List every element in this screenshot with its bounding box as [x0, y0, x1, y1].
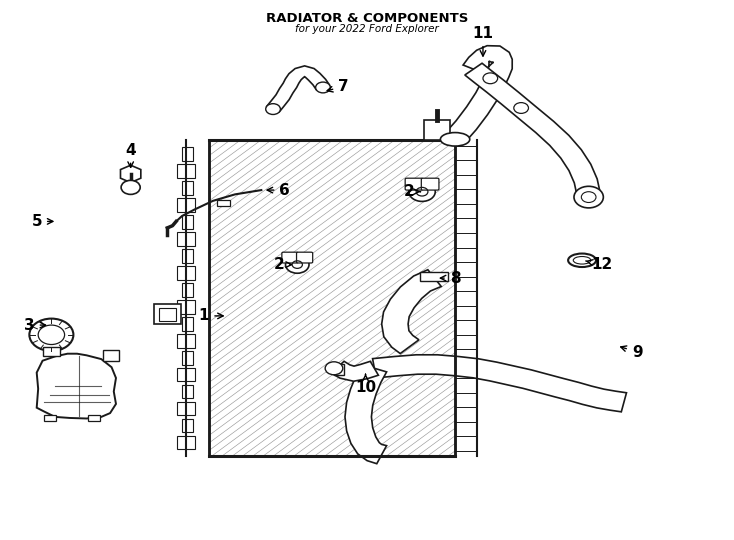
- Bar: [177, 402, 195, 415]
- Bar: [420, 272, 448, 281]
- Polygon shape: [465, 63, 600, 196]
- Bar: [177, 232, 195, 246]
- FancyBboxPatch shape: [421, 178, 439, 190]
- Bar: [177, 198, 195, 212]
- Circle shape: [325, 362, 343, 375]
- Text: 7: 7: [327, 79, 349, 94]
- Bar: [182, 418, 193, 433]
- Bar: [217, 200, 230, 206]
- Text: RADIATOR & COMPONENTS: RADIATOR & COMPONENTS: [266, 12, 468, 25]
- Bar: [424, 120, 450, 140]
- Bar: [44, 415, 56, 421]
- Polygon shape: [331, 361, 379, 381]
- Text: 12: 12: [586, 257, 612, 272]
- Text: 2: 2: [404, 184, 421, 199]
- Polygon shape: [373, 355, 627, 412]
- Bar: [43, 347, 60, 356]
- Text: 9: 9: [621, 345, 642, 360]
- Circle shape: [121, 180, 140, 194]
- Polygon shape: [37, 354, 116, 418]
- Circle shape: [483, 73, 498, 84]
- FancyBboxPatch shape: [405, 178, 423, 190]
- Bar: [177, 334, 195, 348]
- Bar: [103, 350, 119, 361]
- Text: 10: 10: [355, 375, 376, 395]
- Bar: [209, 140, 455, 456]
- Ellipse shape: [568, 253, 596, 267]
- Ellipse shape: [573, 256, 591, 264]
- Text: 8: 8: [440, 271, 460, 286]
- Bar: [182, 351, 193, 364]
- Bar: [154, 305, 181, 324]
- Bar: [182, 215, 193, 229]
- Circle shape: [266, 104, 280, 114]
- FancyBboxPatch shape: [297, 252, 313, 263]
- Text: 3: 3: [24, 318, 46, 333]
- Bar: [177, 164, 195, 178]
- Text: 2: 2: [274, 257, 291, 272]
- Bar: [88, 415, 100, 421]
- Circle shape: [409, 182, 435, 201]
- Polygon shape: [446, 46, 512, 143]
- Polygon shape: [382, 269, 441, 354]
- Bar: [182, 181, 193, 195]
- Bar: [159, 308, 176, 321]
- Text: 6: 6: [267, 183, 290, 198]
- Circle shape: [574, 186, 603, 208]
- Polygon shape: [120, 165, 141, 183]
- Bar: [182, 384, 193, 399]
- Bar: [177, 266, 195, 280]
- Text: for your 2022 Ford Explorer: for your 2022 Ford Explorer: [295, 24, 439, 35]
- Text: 1: 1: [199, 308, 223, 323]
- Ellipse shape: [440, 132, 470, 146]
- Bar: [177, 300, 195, 314]
- Bar: [182, 147, 193, 161]
- Circle shape: [514, 103, 528, 113]
- Polygon shape: [266, 66, 330, 112]
- Text: 5: 5: [32, 214, 53, 229]
- Bar: [182, 283, 193, 297]
- Circle shape: [316, 82, 330, 93]
- Polygon shape: [345, 364, 387, 464]
- Circle shape: [286, 256, 309, 273]
- Text: 11: 11: [473, 26, 493, 56]
- Bar: [177, 368, 195, 381]
- Bar: [182, 317, 193, 330]
- Text: 4: 4: [126, 143, 136, 167]
- FancyBboxPatch shape: [282, 252, 298, 263]
- Circle shape: [29, 319, 73, 351]
- Bar: [334, 364, 344, 375]
- Bar: [182, 249, 193, 263]
- Bar: [177, 436, 195, 449]
